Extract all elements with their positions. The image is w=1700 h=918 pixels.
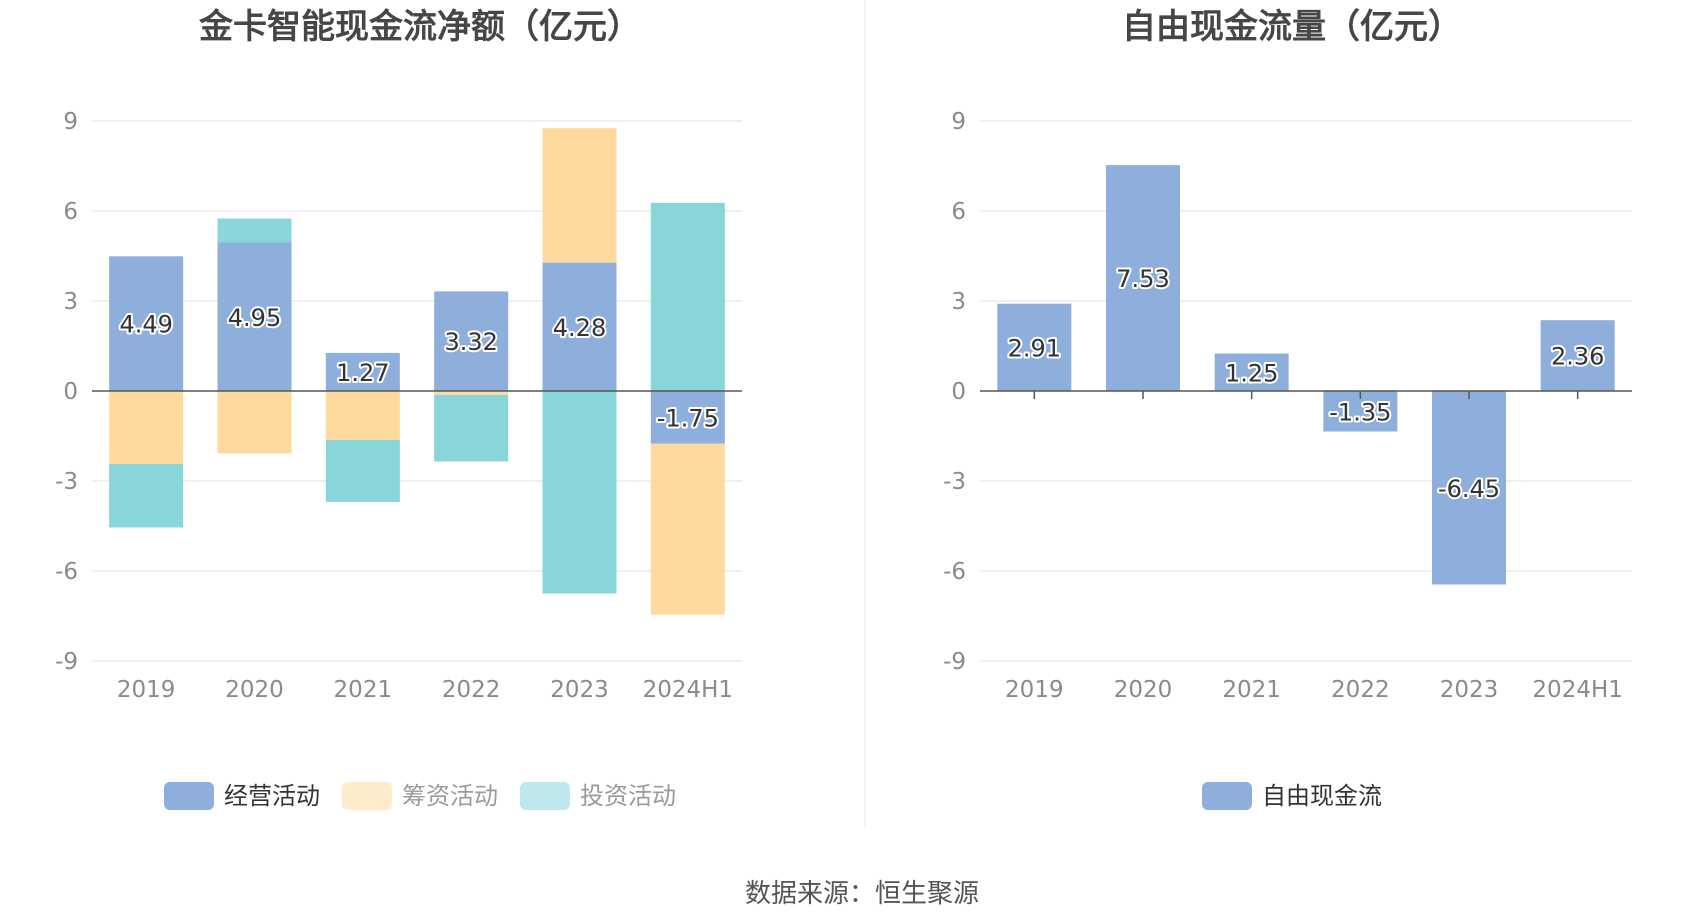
data-label: 2.36 bbox=[1551, 343, 1604, 371]
x-tick-label: 2019 bbox=[117, 677, 176, 703]
legend-swatch bbox=[520, 782, 570, 810]
bar bbox=[997, 303, 1072, 391]
legend-label: 自由现金流 bbox=[1262, 782, 1382, 810]
bar bbox=[650, 202, 725, 391]
data-label: 7.53 bbox=[1116, 265, 1169, 293]
free-cash-flow-chart: 自由现金流量（亿元） 9 6 3 0 -3 -6 -9 2.91 7.53 1.25 -1.35 -… bbox=[943, 7, 1632, 810]
bar bbox=[542, 262, 617, 391]
y-tick-label: 0 bbox=[63, 379, 78, 405]
bar bbox=[650, 391, 725, 444]
chart-title: 金卡智能现金流净额（亿元） bbox=[198, 7, 641, 47]
data-label: 4.28 bbox=[553, 314, 606, 342]
bar bbox=[650, 443, 725, 615]
bar bbox=[542, 391, 617, 594]
gridlines bbox=[980, 120, 1632, 662]
bar bbox=[434, 391, 509, 395]
legend[interactable]: 自由现金流 bbox=[1202, 782, 1382, 810]
y-tick-label: -3 bbox=[55, 469, 78, 495]
bar bbox=[325, 352, 400, 391]
x-tick-label: 2021 bbox=[334, 677, 393, 703]
bar bbox=[217, 391, 292, 454]
x-tick-label: 2023 bbox=[550, 677, 609, 703]
legend-item[interactable]: 筹资活动 bbox=[342, 782, 498, 810]
legend-label: 经营活动 bbox=[224, 782, 320, 810]
data-label: -1.35 bbox=[1329, 398, 1391, 426]
data-label: 3.32 bbox=[444, 328, 497, 356]
data-labels: 4.49 4.95 1.27 3.32 4.28 -1.75 bbox=[117, 302, 720, 435]
bar bbox=[217, 242, 292, 391]
x-tick-label: 2024H1 bbox=[1532, 677, 1622, 703]
x-axis-ticks: 2019 2020 2021 2022 2023 2024H1 bbox=[1005, 677, 1623, 703]
legend-label: 筹资活动 bbox=[402, 782, 498, 810]
y-tick-label: -9 bbox=[943, 649, 966, 675]
bar bbox=[1540, 320, 1615, 391]
gridlines bbox=[92, 120, 742, 662]
bar bbox=[542, 128, 617, 263]
y-tick-label: 9 bbox=[951, 109, 966, 135]
bars bbox=[109, 128, 725, 615]
y-tick-label: 3 bbox=[63, 289, 78, 315]
data-label: 4.49 bbox=[119, 311, 172, 339]
x-axis-ticks: 2019 2020 2021 2022 2023 2024H1 bbox=[117, 677, 733, 703]
bar bbox=[109, 391, 184, 464]
bar bbox=[434, 291, 509, 391]
data-label: -6.45 bbox=[1438, 475, 1500, 503]
y-tick-label: 3 bbox=[951, 289, 966, 315]
data-label: -1.75 bbox=[657, 404, 719, 432]
legend-item[interactable]: 自由现金流 bbox=[1202, 782, 1382, 810]
legend-item[interactable]: 投资活动 bbox=[520, 782, 676, 810]
legend-item[interactable]: 经营活动 bbox=[164, 782, 320, 810]
y-tick-label: 0 bbox=[951, 379, 966, 405]
y-tick-label: 6 bbox=[951, 199, 966, 225]
bars bbox=[997, 165, 1615, 585]
chart-title: 自由现金流量（亿元） bbox=[1122, 7, 1462, 47]
x-tick-label: 2020 bbox=[1114, 677, 1173, 703]
x-tick-label: 2021 bbox=[1222, 677, 1281, 703]
bar bbox=[1432, 391, 1506, 585]
x-tick-label: 2022 bbox=[1331, 677, 1390, 703]
legend-label: 投资活动 bbox=[580, 782, 676, 810]
x-tick-label: 2019 bbox=[1005, 677, 1064, 703]
x-axis-tickmarks bbox=[1033, 391, 1579, 399]
source-note: 数据来源：恒生聚源 bbox=[745, 879, 979, 909]
legend-swatch bbox=[342, 782, 392, 810]
bar bbox=[1214, 353, 1289, 391]
y-axis-ticks: 9 6 3 0 -3 -6 -9 bbox=[943, 109, 966, 675]
x-tick-label: 2020 bbox=[225, 677, 284, 703]
y-axis-ticks: 9 6 3 0 -3 -6 -9 bbox=[55, 109, 78, 675]
x-tick-label: 2023 bbox=[1440, 677, 1499, 703]
data-label: 1.25 bbox=[1225, 359, 1278, 387]
legend-swatch bbox=[1202, 782, 1252, 810]
y-tick-label: -6 bbox=[943, 559, 966, 585]
bar bbox=[325, 391, 400, 440]
x-tick-label: 2022 bbox=[442, 677, 501, 703]
bar bbox=[109, 256, 184, 391]
data-label: 1.27 bbox=[336, 359, 389, 387]
bar bbox=[434, 394, 509, 462]
y-tick-label: 9 bbox=[63, 109, 78, 135]
y-tick-label: -3 bbox=[943, 469, 966, 495]
y-tick-label: -6 bbox=[55, 559, 78, 585]
data-labels: 2.91 7.53 1.25 -1.35 -6.45 2.36 bbox=[1006, 263, 1607, 505]
bar bbox=[109, 463, 184, 528]
legend-swatch bbox=[164, 782, 214, 810]
cash-flow-net-chart: 金卡智能现金流净额（亿元） 9 6 3 0 -3 -6 -9 4.49 4.95 1.27 3.3… bbox=[55, 7, 742, 810]
y-tick-label: 6 bbox=[63, 199, 78, 225]
legend[interactable]: 经营活动 筹资活动 投资活动 bbox=[164, 782, 676, 810]
y-tick-label: -9 bbox=[55, 649, 78, 675]
x-tick-label: 2024H1 bbox=[643, 677, 733, 703]
bar bbox=[217, 218, 292, 243]
bar bbox=[1106, 165, 1180, 391]
data-label: 2.91 bbox=[1008, 334, 1061, 362]
bar bbox=[325, 439, 400, 502]
data-label: 4.95 bbox=[228, 304, 281, 332]
